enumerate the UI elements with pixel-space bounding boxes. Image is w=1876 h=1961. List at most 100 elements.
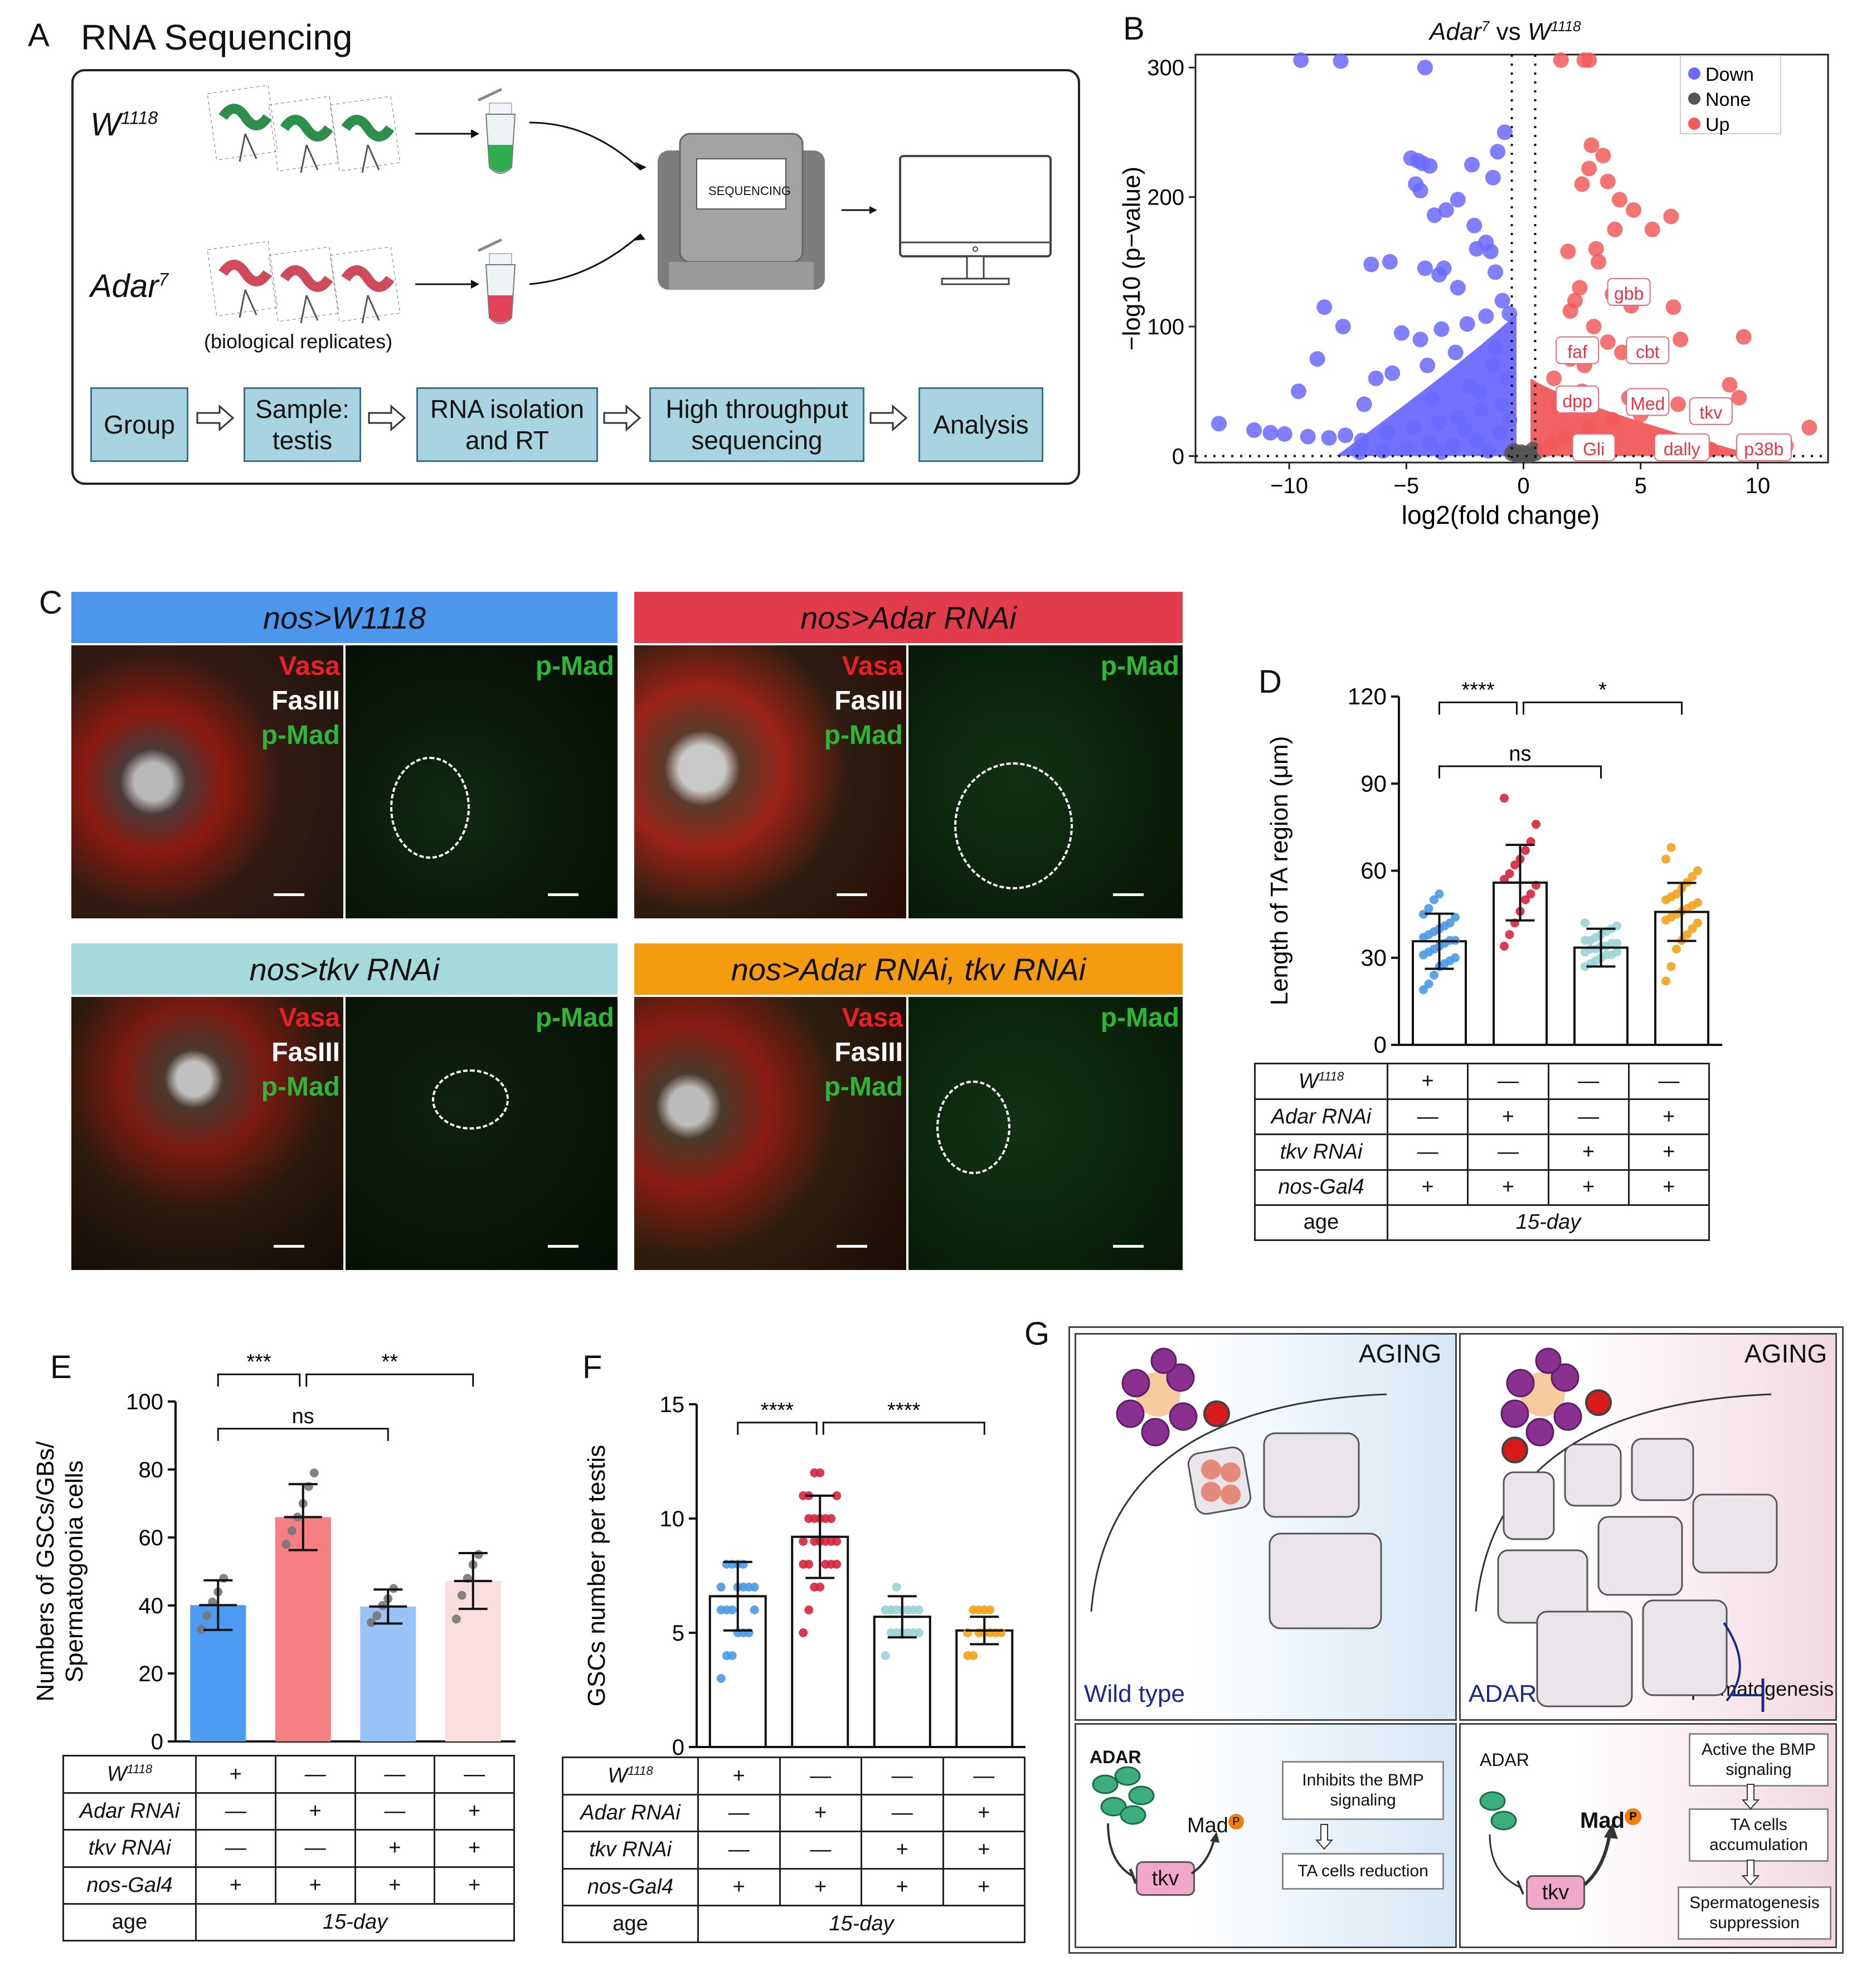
- significance-label: ****: [887, 1399, 920, 1422]
- wt-testis-icons: [207, 85, 401, 173]
- row-label-w1118: W1118: [1254, 1062, 1388, 1101]
- volcano-point-down: [1494, 293, 1510, 309]
- significance-bracket: [737, 1422, 818, 1435]
- y-axis-title-line1: Numbers of GSCs/GBs/: [33, 1441, 59, 1702]
- panel-letter-c: C: [39, 585, 62, 621]
- volcano-point-down: [1211, 416, 1227, 432]
- volcano-point-up: [1581, 160, 1597, 177]
- data-point: [716, 1674, 726, 1683]
- panel-g-frame: [1068, 1326, 1844, 1954]
- data-point: [892, 1583, 901, 1592]
- data-point: [281, 1540, 291, 1549]
- gene-label-cbt: cbt: [1636, 342, 1660, 362]
- volcano-point-up: [1562, 303, 1578, 319]
- data-point: [827, 1514, 836, 1523]
- header-nos-adar-tkv-rnai: nos>Adar RNAi, tkv RNAi: [634, 943, 1183, 995]
- volcano-point-up: [1644, 221, 1660, 237]
- significance-label: ***: [246, 1350, 271, 1374]
- volcano-point-down: [1431, 414, 1447, 430]
- volcano-point-down: [1424, 391, 1440, 407]
- data-point: [197, 1624, 206, 1634]
- hub-cells-wt: [1116, 1347, 1230, 1447]
- significance-bracket: [305, 1373, 474, 1387]
- volcano-point-down: [1417, 60, 1433, 76]
- volcano-point-down: [1450, 280, 1466, 296]
- data-point: [1693, 898, 1702, 907]
- x-tick-label: −5: [1394, 474, 1420, 498]
- data-point: [881, 1651, 890, 1660]
- data-point: [474, 1550, 483, 1559]
- data-point: [1693, 866, 1702, 875]
- data-point: [1424, 904, 1433, 913]
- y-axis-title: Length of TA region (μm): [1266, 736, 1293, 1006]
- data-point: [367, 1618, 376, 1627]
- y-tick-label: 20: [139, 1662, 164, 1686]
- volcano-point-down: [1445, 437, 1461, 454]
- cysts-loss: [1497, 1438, 1778, 1712]
- data-point: [914, 1628, 924, 1637]
- volcano-point-up: [1588, 241, 1604, 257]
- volcano-point-up: [1607, 221, 1623, 237]
- significance-label: **: [381, 1350, 398, 1374]
- bar: [955, 1629, 1014, 1748]
- data-point: [727, 1605, 737, 1614]
- data-point: [1419, 909, 1428, 919]
- volcano-point-down: [1501, 412, 1518, 428]
- volcano-point-down: [1469, 432, 1485, 449]
- y-tick-label: 30: [1360, 945, 1387, 971]
- data-point: [832, 1560, 842, 1569]
- volcano-point-down: [1338, 427, 1354, 444]
- hub-cells-loss: [1500, 1347, 1612, 1463]
- data-point: [1430, 895, 1438, 904]
- panel-letter-a: A: [28, 17, 50, 53]
- volcano-point-down: [1393, 325, 1410, 341]
- volcano-point-up: [1560, 244, 1576, 260]
- volcano-point-down: [1469, 241, 1485, 257]
- data-point: [1521, 895, 1530, 904]
- data-point: [1612, 947, 1621, 957]
- mutant-genotype-label: Adar7: [90, 268, 169, 304]
- monitor-icon: [899, 155, 1052, 285]
- volcano-point-down: [1478, 308, 1494, 324]
- data-point: [969, 1651, 978, 1660]
- volcano-point-down: [1483, 244, 1499, 260]
- gene-label-Gli: Gli: [1583, 439, 1605, 459]
- volcano-point-up: [1553, 52, 1569, 68]
- data-point: [716, 1583, 726, 1592]
- x-axis-title: log2(fold change): [1402, 500, 1600, 529]
- y-tick-label: 0: [1374, 1031, 1387, 1058]
- volcano-point-up: [1574, 176, 1590, 192]
- gene-label-tkv: tkv: [1699, 403, 1722, 423]
- mechanism-arrows: [1092, 1766, 1760, 1895]
- data-point: [815, 1468, 825, 1477]
- data-point: [1666, 962, 1676, 971]
- gene-label-faf: faf: [1567, 342, 1587, 362]
- volcano-point-up: [1583, 137, 1600, 153]
- y-tick-label: 0: [151, 1730, 163, 1754]
- loss-active-bmp-box: Active the BMP signaling: [1689, 1733, 1829, 1787]
- y-tick-label: 100: [1147, 315, 1184, 339]
- data-point: [804, 1605, 814, 1614]
- bar: [360, 1606, 416, 1741]
- data-point: [1430, 971, 1438, 980]
- gene-label-box: [1607, 278, 1651, 306]
- significance-bracket: [1523, 701, 1683, 715]
- volcano-point-up: [1581, 420, 1597, 436]
- significance-label: ****: [761, 1399, 794, 1422]
- volcano-point-down: [1300, 429, 1316, 445]
- data-point: [1445, 918, 1455, 928]
- volcano-point-down: [1490, 144, 1506, 160]
- volcano-point-down: [1433, 321, 1450, 337]
- significance-bracket: [822, 1422, 985, 1435]
- significance-bracket: [1438, 765, 1602, 778]
- volcano-point-up: [1736, 329, 1752, 345]
- chart-e-gsc-gb-counts: 0 20 40 60 80 100 Numbers of GSCs/GBs/Spermato…: [33, 1350, 516, 1754]
- chart-f-gsc-number: 0 5 10 15 GSCs number per testis **** ****: [583, 1393, 1026, 1760]
- step-sequencing: High throughput sequencing: [649, 387, 864, 462]
- volcano-point-down: [1412, 183, 1428, 198]
- volcano-point-down: [1464, 157, 1480, 173]
- volcano-point-up: [1605, 412, 1621, 428]
- data-point: [451, 1614, 461, 1624]
- gene-label-dally: dally: [1664, 439, 1700, 459]
- data-point: [1661, 976, 1670, 986]
